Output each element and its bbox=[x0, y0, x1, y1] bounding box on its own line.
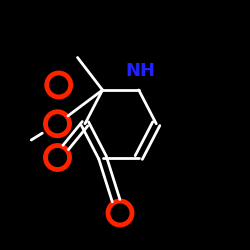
Text: NH: NH bbox=[125, 62, 155, 80]
